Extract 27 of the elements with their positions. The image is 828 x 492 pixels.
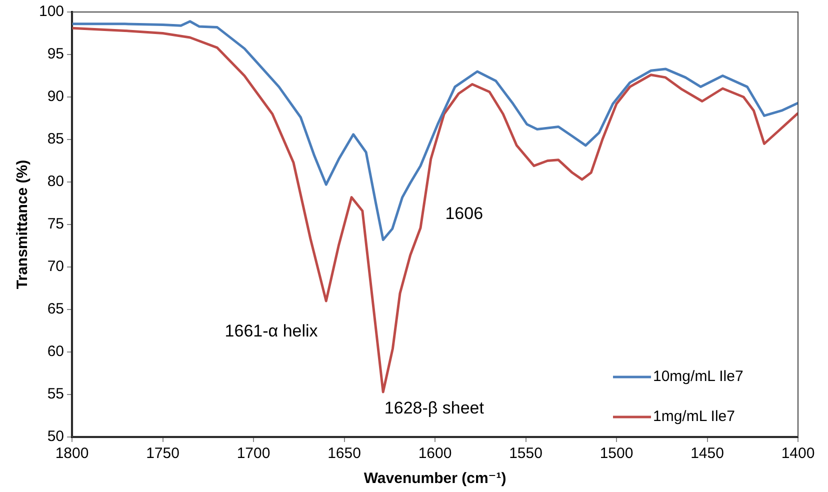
- x-tick-label: 1450: [690, 445, 724, 462]
- legend-label: 1mg/mL Ile7: [653, 408, 735, 426]
- annotation: 1628-β sheet: [384, 398, 484, 418]
- x-tick-label: 1600: [418, 445, 452, 462]
- y-tick-label: 50: [47, 428, 64, 446]
- y-tick-label: 90: [47, 88, 64, 106]
- x-tick-label: 1400: [781, 445, 815, 462]
- y-tick-label: 70: [47, 258, 64, 276]
- x-tick-label: 1750: [146, 445, 180, 462]
- x-tick-label: 1550: [509, 445, 542, 462]
- y-tick-label: 60: [47, 343, 64, 360]
- y-axis-title: Transmittance (%): [14, 160, 32, 290]
- x-axis-title: Wavenumber (cm⁻¹): [364, 470, 506, 488]
- annotation: 1606: [445, 204, 484, 224]
- y-tick-label: 80: [47, 173, 64, 190]
- y-tick-label: 65: [47, 300, 64, 318]
- x-tick-label: 1650: [328, 445, 361, 462]
- x-tick-label: 1700: [236, 445, 270, 462]
- y-tick-label: 85: [47, 130, 64, 148]
- y-tick-label: 55: [47, 386, 64, 403]
- y-tick-label: 95: [47, 46, 64, 63]
- y-tick-label: 100: [38, 3, 64, 20]
- x-tick-label: 1500: [600, 445, 634, 462]
- x-tick-label: 1800: [55, 445, 89, 462]
- legend-label: 10mg/mL Ile7: [653, 368, 744, 386]
- annotation: 1661-α helix: [224, 322, 318, 341]
- y-tick-label: 75: [47, 216, 64, 233]
